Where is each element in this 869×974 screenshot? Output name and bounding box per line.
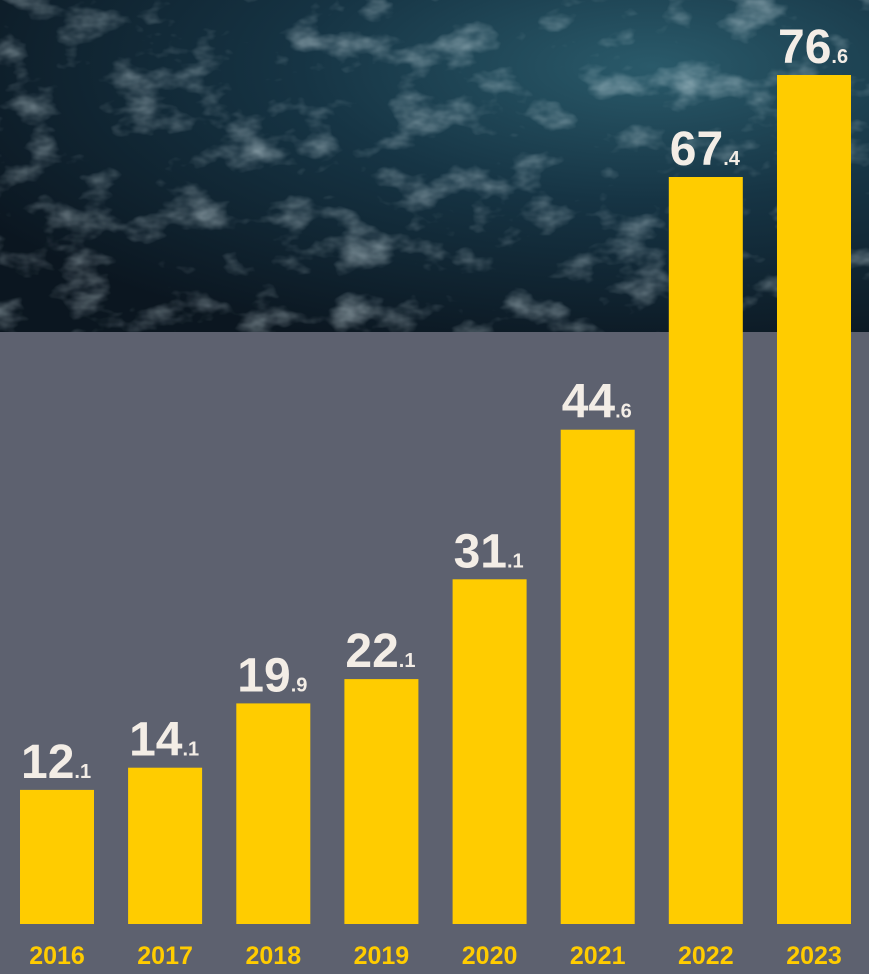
value-label-2022: 67.4 [670,123,741,176]
value-label-decimal: .1 [74,761,91,783]
year-label-2017: 2017 [137,942,193,970]
value-label-decimal: .9 [291,674,308,696]
year-labels-layer: 2016 2017 2018 2019 2020 2021 2022 2023 [29,942,842,970]
value-label-decimal: .1 [507,550,524,572]
year-label-2022: 2022 [678,942,734,970]
value-label-2021: 44.6 [562,376,632,429]
value-label-integer: 19 [237,649,290,702]
value-label-integer: 76 [778,21,831,74]
year-label-2018: 2018 [245,942,301,970]
value-label-2016: 12.1 [21,736,91,789]
value-label-integer: 14 [129,714,183,767]
value-label-decimal: .6 [831,46,848,68]
bar-2023 [777,75,851,924]
bar-2020 [452,579,527,924]
value-label-2023: 76.6 [778,21,848,74]
bar-2021 [560,429,635,924]
year-label-2020: 2020 [462,942,518,970]
value-label-2020: 31.1 [454,525,524,578]
bar-2017 [128,767,203,924]
value-label-integer: 44 [562,376,616,429]
value-label-integer: 67 [670,123,723,176]
value-label-integer: 31 [454,525,507,578]
bars-layer [20,75,851,924]
value-label-integer: 12 [21,736,74,789]
value-label-decimal: .1 [399,650,416,672]
bar-2018 [236,703,311,924]
bar-2022 [668,177,743,924]
year-label-2016: 2016 [29,942,85,970]
bar-2016 [20,789,94,924]
value-label-2017: 14.1 [129,714,199,767]
value-label-2019: 22.1 [345,625,415,678]
value-label-decimal: .4 [723,148,741,170]
year-label-2021: 2021 [570,942,626,970]
year-label-2019: 2019 [354,942,410,970]
value-label-decimal: .1 [182,739,199,761]
year-label-2023: 2023 [786,942,842,970]
value-label-2018: 19.9 [237,649,307,702]
bar-2019 [344,679,419,924]
value-label-decimal: .6 [615,401,632,423]
value-label-integer: 22 [345,625,398,678]
value-labels-layer: 12.114.119.922.131.144.667.476.6 [21,21,848,789]
